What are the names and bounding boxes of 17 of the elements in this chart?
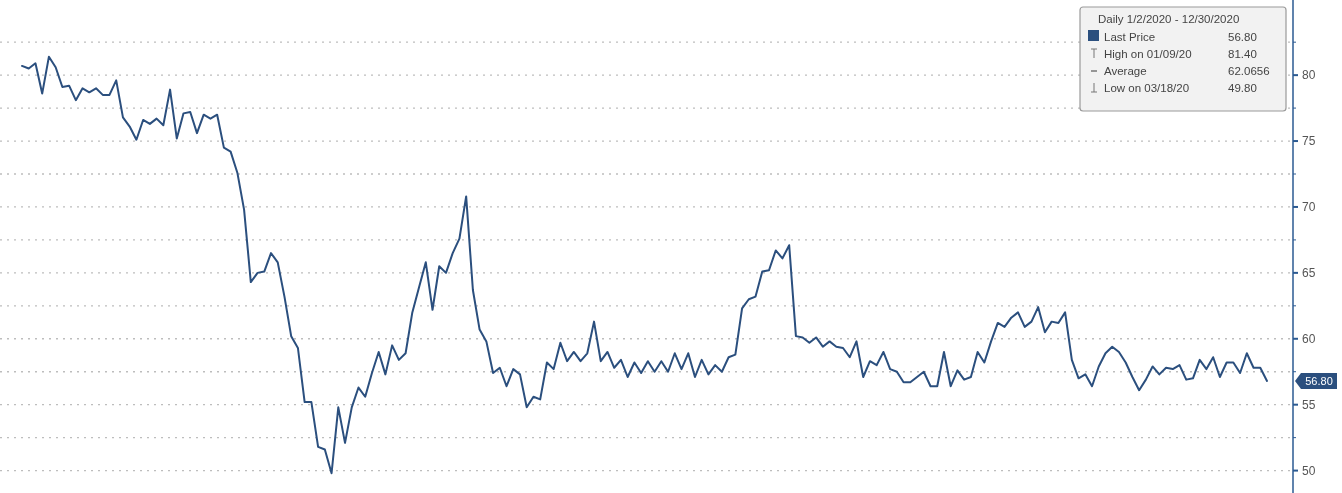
- annotation: 49.80: [1228, 82, 1257, 94]
- y-tick-label: 50: [1302, 463, 1316, 478]
- annotation: Low on 03/18/20: [1104, 82, 1190, 94]
- y-tick-label: 55: [1302, 397, 1316, 412]
- annotation: 56.80: [1228, 31, 1257, 43]
- y-tick-label: 75: [1302, 134, 1316, 149]
- y-tick-label: 60: [1302, 331, 1316, 346]
- y-tick-label: 80: [1302, 68, 1316, 83]
- annotation: 62.0656: [1228, 65, 1270, 77]
- text: 56.80: [1305, 374, 1333, 387]
- annotation: Average: [1104, 65, 1147, 77]
- annotation: 81.40: [1228, 48, 1257, 60]
- y-tick-label: 70: [1302, 199, 1316, 214]
- legend-label: Last Price: [1104, 31, 1156, 43]
- annotation: High on 01/09/20: [1104, 48, 1192, 60]
- legend-title: Daily 1/2/2020 - 12/30/2020: [1098, 13, 1240, 25]
- y-tick-label: 65: [1302, 265, 1316, 280]
